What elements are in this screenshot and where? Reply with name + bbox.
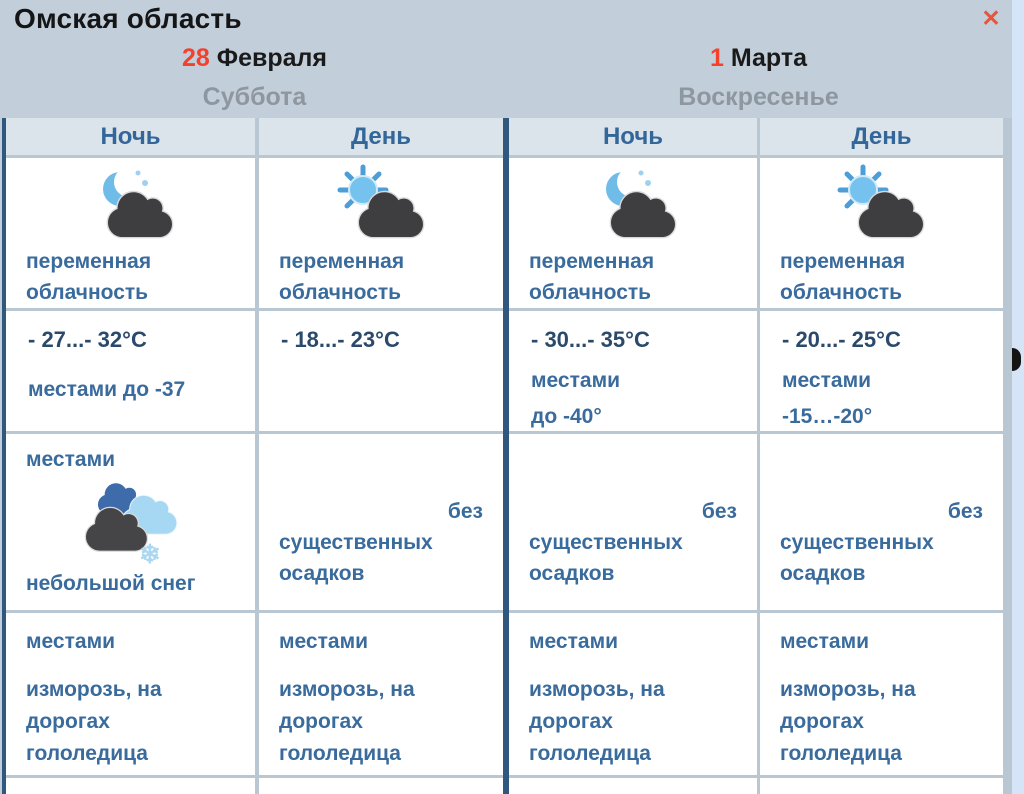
hazard-line: гололедица <box>26 742 148 765</box>
partial-row-cell <box>259 778 503 794</box>
date-left-month: Февраля <box>216 44 328 72</box>
day-divider-border <box>503 118 509 794</box>
partial-row-cell <box>6 778 255 794</box>
sky-text-line: облачность <box>529 281 652 304</box>
temp-note: -15…-20° <box>782 405 873 428</box>
hazard-line: дорогах <box>26 710 110 733</box>
hazard-line: местами <box>279 630 369 653</box>
precip-text-line: без <box>701 500 737 523</box>
precip-cell: местами ❄ небольшой снег <box>6 434 255 610</box>
svg-text:❄: ❄ <box>139 539 161 567</box>
hazard-line: гололедица <box>529 742 651 765</box>
hazard-line: местами <box>529 630 619 653</box>
hazard-line: дорогах <box>529 710 613 733</box>
precip-text-line: осадков <box>529 562 615 585</box>
hazard-cell: местами изморозь, на дорогах гололедица <box>760 613 1003 775</box>
sky-text-line: облачность <box>780 281 903 304</box>
snow-cloud-icon: ❄ <box>84 483 178 567</box>
hazard-cell: местами изморозь, на дорогах гололедица <box>259 613 503 775</box>
col-header-night-1: Ночь <box>6 118 255 155</box>
sky-text-line: переменная <box>529 250 655 273</box>
precip-text-line: осадков <box>279 562 365 585</box>
precip-text-line: существенных <box>780 531 934 554</box>
col-header-day-2: День <box>760 118 1003 155</box>
close-icon[interactable]: ✕ <box>981 5 1001 31</box>
precip-text-line: существенных <box>529 531 683 554</box>
temp-cell: - 20...- 25°C местами -15…-20° <box>760 311 1003 431</box>
temp-range: - 30...- 35°C <box>531 327 650 352</box>
hazard-line: местами <box>26 630 116 653</box>
temp-cell: - 30...- 35°C местами до -40° <box>509 311 757 431</box>
moon-cloud-icon <box>605 167 676 239</box>
col-header-day-1: День <box>259 118 503 155</box>
precip-cell: без существенных осадков <box>509 434 757 610</box>
hazard-line: изморозь, на <box>26 678 162 701</box>
hazard-line: местами <box>780 630 870 653</box>
hazard-line: изморозь, на <box>529 678 665 701</box>
sky-cell: переменная облачность <box>6 158 255 308</box>
temp-note: местами <box>782 369 872 392</box>
partial-row-cell <box>760 778 1003 794</box>
partial-row-cell <box>509 778 757 794</box>
hazard-line: дорогах <box>780 710 864 733</box>
temp-cell: - 27...- 32°C местами до -37 <box>6 311 255 431</box>
hazard-cell: местами изморозь, на дорогах гололедица <box>6 613 255 775</box>
weekday-right: Воскресенье <box>678 83 839 111</box>
table-left-border <box>2 118 6 794</box>
moon-cloud-icon <box>103 167 174 239</box>
precip-note: местами <box>26 448 116 471</box>
precip-cell: без существенных осадков <box>760 434 1003 610</box>
precip-text-line: осадков <box>780 562 866 585</box>
region-title: Омская область <box>14 3 242 34</box>
sky-text-line: переменная <box>780 250 906 273</box>
sun-cloud-icon <box>837 164 925 239</box>
temp-range: - 27...- 32°C <box>28 327 147 352</box>
weekday-left: Суббота <box>202 83 307 111</box>
precip-text: небольшой снег <box>26 572 196 595</box>
precip-text-line: без <box>947 500 983 523</box>
precip-text-line: без <box>447 500 483 523</box>
sky-cell: переменная облачность <box>509 158 757 308</box>
hazard-line: гололедица <box>279 742 401 765</box>
edge-artifact <box>1012 348 1021 371</box>
sun-cloud-icon <box>337 164 424 239</box>
forecast-table: Ночь День Ночь День переменная <box>2 118 1012 794</box>
sky-text-line: переменная <box>279 250 405 273</box>
sky-text-line: облачность <box>26 281 149 304</box>
hazard-line: дорогах <box>279 710 363 733</box>
hazard-line: изморозь, на <box>279 678 415 701</box>
temp-note: до -40° <box>531 405 602 428</box>
sky-cell: переменная облачность <box>259 158 503 308</box>
temp-range: - 20...- 25°C <box>782 327 901 352</box>
sky-text-line: облачность <box>279 281 402 304</box>
date-right: 1 Марта <box>507 44 1010 73</box>
date-right-month: Марта <box>730 44 807 72</box>
hazard-line: гололедица <box>780 742 902 765</box>
date-left: 28 Февраля <box>2 44 507 73</box>
temp-range: - 18...- 23°C <box>281 327 400 352</box>
precip-text-line: существенных <box>279 531 433 554</box>
precip-cell: без существенных осадков <box>259 434 503 610</box>
sky-text-line: переменная <box>26 250 152 273</box>
sky-cell: переменная облачность <box>760 158 1003 308</box>
date-right-number: 1 <box>710 44 724 72</box>
temp-cell: - 18...- 23°C <box>259 311 503 431</box>
date-left-number: 28 <box>181 44 210 72</box>
temp-note: местами <box>531 369 621 392</box>
hazard-cell: местами изморозь, на дорогах гололедица <box>509 613 757 775</box>
col-header-night-2: Ночь <box>509 118 757 155</box>
temp-note: местами до -37 <box>28 378 186 401</box>
hazard-line: изморозь, на <box>780 678 916 701</box>
